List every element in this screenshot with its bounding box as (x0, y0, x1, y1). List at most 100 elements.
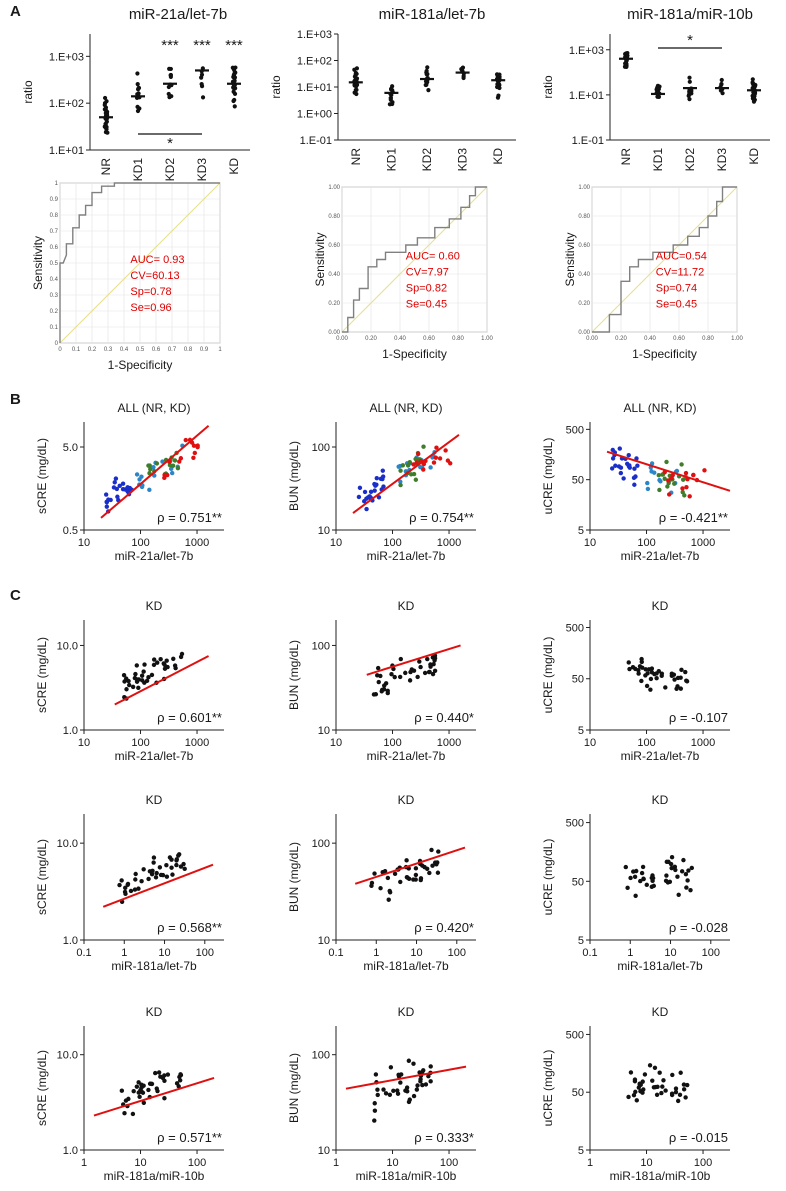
data-point (434, 445, 439, 450)
y-axis-label: uCRE (mg/dL) (541, 637, 555, 714)
correlation-coefficient: ρ = 0.440* (414, 710, 474, 725)
y-tick-label: 0.4 (50, 277, 59, 283)
data-point (149, 672, 155, 678)
data-point (134, 663, 139, 668)
data-point (135, 71, 140, 76)
data-point (418, 876, 424, 881)
data-point (375, 665, 381, 671)
chart-title: KD (398, 793, 415, 807)
data-point (112, 480, 117, 485)
data-point (178, 1072, 183, 1077)
chart-title: KD (398, 599, 415, 613)
data-point (120, 481, 126, 486)
data-point (164, 658, 169, 663)
data-point (632, 874, 638, 879)
x-tick-label: 10 (330, 537, 342, 549)
data-point (192, 450, 198, 456)
y-tick-label: 0.00 (328, 330, 340, 336)
data-point (687, 79, 692, 84)
data-point (104, 111, 109, 116)
data-point (367, 494, 372, 499)
correlation-plot-1: ALL (NR, KD) 10 100 1000 0.5 5.0 miR-21a/let-7… (35, 401, 224, 563)
data-point (128, 888, 134, 894)
data-point (684, 484, 689, 490)
y-tick-label: 1.E+02 (49, 98, 84, 110)
category-label: KD2 (683, 148, 697, 172)
y-axis-label: sCRE (mg/dL) (35, 438, 49, 514)
data-point (675, 1098, 681, 1104)
data-point (139, 879, 144, 884)
y-axis-label: ratio (21, 80, 35, 104)
data-point (435, 870, 441, 875)
significance-mark: *** (193, 37, 211, 54)
x-tick-label: 1000 (437, 537, 461, 549)
correlation-plot-10: KD 1 10 100 1.0 10.0 miR-181a/miR-10b sCRE (mg/… (35, 1005, 224, 1183)
x-tick-label: 0.3 (104, 347, 113, 353)
data-point (495, 73, 500, 78)
data-point (104, 504, 110, 509)
data-point (390, 84, 395, 89)
data-point (750, 80, 755, 85)
roc-line (592, 186, 737, 333)
roc-curve-3: 0.000.00 0.20 0.20 0.40 0.40 0.60 0.60 0.80 0.80… (563, 185, 743, 361)
data-point (689, 865, 695, 871)
data-point (650, 875, 656, 881)
y-tick-label: 1.E+00 (297, 109, 332, 121)
data-point (417, 659, 422, 664)
data-point (411, 668, 417, 673)
data-point (113, 476, 119, 481)
y-tick-label: 0.3 (50, 293, 59, 299)
dot-plot-3: miR-181a/miR-10b 1.E-01 1.E+01 1.E+03 ratio N… (541, 6, 770, 171)
x-axis-label: miR-21a/let-7b (115, 549, 194, 563)
x-tick-label: 100 (196, 947, 214, 959)
data-point (146, 463, 151, 468)
dot-plot-1: miR-21a/let-7b 1.E+01 1.E+02 1.E+03 ratio NR K… (21, 6, 250, 181)
data-point (375, 1092, 380, 1098)
data-point (636, 671, 641, 676)
data-point (158, 656, 163, 662)
x-tick-label: 0.1 (76, 947, 91, 959)
x-tick-label: 10 (640, 1157, 652, 1169)
x-tick-label: 0.1 (72, 347, 81, 353)
y-tick-label: 0.1 (50, 325, 59, 331)
data-point (647, 1063, 653, 1068)
data-point (720, 91, 725, 96)
data-point (396, 464, 401, 469)
data-point (425, 72, 430, 77)
data-point (135, 104, 140, 109)
y-tick-label: 100 (312, 640, 330, 652)
data-point (702, 468, 707, 473)
data-point (375, 673, 380, 678)
data-point (174, 862, 179, 868)
data-point (662, 476, 667, 481)
data-point (119, 1088, 125, 1093)
data-point (432, 656, 438, 661)
data-point (191, 455, 196, 460)
y-tick-label: 10.0 (57, 838, 78, 850)
data-point (376, 679, 381, 685)
data-point (650, 1078, 655, 1083)
data-point (436, 849, 441, 854)
data-point (372, 1108, 378, 1113)
data-point (381, 484, 386, 489)
panel-label-A: A (10, 3, 21, 20)
data-point (664, 873, 669, 878)
data-point (142, 662, 147, 667)
data-point (641, 876, 646, 881)
data-point (122, 1111, 127, 1116)
x-tick-label: 1 (627, 947, 633, 959)
data-point (391, 1088, 396, 1093)
data-point (373, 483, 378, 488)
x-axis-label: miR-21a/let-7b (115, 749, 194, 763)
data-point (357, 485, 363, 491)
reference-diagonal (59, 182, 221, 344)
x-tick-label: 1000 (185, 537, 209, 549)
y-tick-label: 0.7 (50, 229, 59, 235)
data-point (139, 474, 144, 479)
data-point (179, 651, 185, 657)
data-point (191, 443, 197, 448)
y-tick-label: 10 (318, 935, 330, 947)
data-point (103, 492, 109, 497)
x-tick-label: 0.00 (336, 336, 348, 342)
data-point (151, 662, 157, 668)
